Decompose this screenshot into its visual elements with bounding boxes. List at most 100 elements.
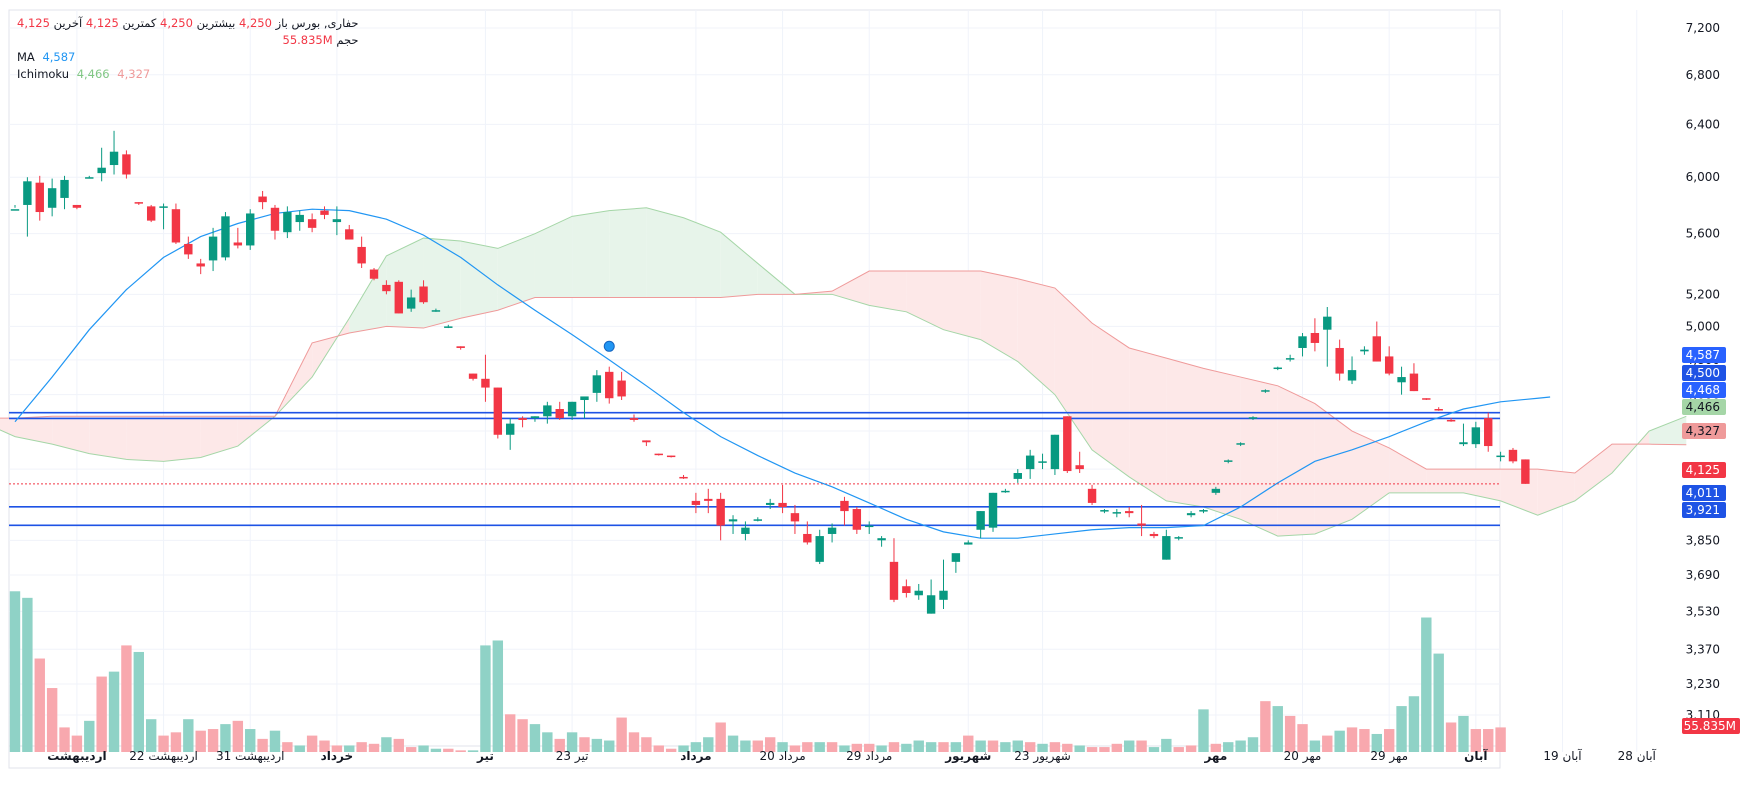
candle-body xyxy=(518,418,527,420)
candle-body xyxy=(1310,332,1320,343)
volume-bar xyxy=(1445,722,1457,752)
volume-bar xyxy=(1396,706,1407,752)
y-tick-label: 6,800 xyxy=(1686,68,1720,82)
candle-body xyxy=(926,595,936,614)
volume-bar xyxy=(764,737,776,752)
candle-body xyxy=(1347,370,1357,381)
candle-body xyxy=(1112,512,1122,514)
volume-bar xyxy=(690,742,702,752)
candles xyxy=(10,130,1530,614)
candle-body xyxy=(778,502,787,507)
volume-bar xyxy=(591,738,603,752)
candle-body xyxy=(1186,513,1196,516)
candle-body xyxy=(889,561,899,600)
candle-body xyxy=(1409,373,1419,392)
candle-body xyxy=(97,167,106,174)
candle-body xyxy=(109,151,119,166)
candle-body xyxy=(1125,511,1134,514)
candle-body xyxy=(233,242,243,246)
ichimoku-legend[interactable]: Ichimoku 4,466 4,327 xyxy=(17,66,359,83)
volume-bar xyxy=(1421,617,1432,752)
candle-body xyxy=(1248,417,1258,419)
candle-body xyxy=(196,263,205,267)
candle-body xyxy=(852,509,862,530)
candle-body xyxy=(1360,349,1369,352)
candle-body xyxy=(654,453,663,456)
candle-body xyxy=(964,542,973,545)
ma-legend[interactable]: MA 4,587 xyxy=(17,49,359,66)
volume-bar xyxy=(901,743,912,752)
volume-bar xyxy=(393,738,404,752)
candle-body xyxy=(221,216,230,258)
candle-body xyxy=(1087,488,1097,503)
volume-bar xyxy=(1284,715,1296,752)
candle-body xyxy=(1323,316,1332,330)
x-tick-label: شهریور xyxy=(944,749,991,764)
candle-body xyxy=(1285,358,1295,360)
candle-body xyxy=(827,527,837,534)
candle-body xyxy=(406,297,416,309)
open-label: باز xyxy=(275,16,288,30)
close-label: آخرین xyxy=(53,16,83,30)
cloud-segment xyxy=(572,210,610,298)
candle-body xyxy=(704,498,713,501)
volume-bar xyxy=(1371,733,1382,752)
volume-bar xyxy=(678,745,689,752)
candle-body xyxy=(357,246,366,264)
volume-bar xyxy=(963,735,974,752)
volume-bar xyxy=(1210,743,1222,752)
x-tick-label: 29 مرداد xyxy=(846,749,892,764)
volume-bar xyxy=(46,688,58,752)
cloud-segment xyxy=(1017,278,1055,395)
candle-body xyxy=(1162,536,1171,560)
candle-body xyxy=(1484,418,1493,447)
volume-bar xyxy=(740,740,751,752)
ichimoku-value-1: 4,466 xyxy=(76,67,110,81)
ichimoku-label: Ichimoku xyxy=(17,67,70,81)
volume-bar xyxy=(331,745,343,752)
volume-bar xyxy=(913,740,924,752)
cloud-segment xyxy=(1352,431,1390,520)
cloud-segment xyxy=(1054,288,1093,450)
volume-bar xyxy=(975,740,986,752)
x-tick-label: 20 مهر xyxy=(1284,749,1322,764)
candle-body xyxy=(803,533,812,543)
volume-bar xyxy=(641,737,652,752)
candle-body xyxy=(988,492,998,528)
volume-bar xyxy=(814,742,825,752)
candle-body xyxy=(1149,533,1159,537)
candle-body xyxy=(1335,347,1344,374)
x-tick-label: 19 آبان xyxy=(1543,748,1582,763)
candle-body xyxy=(171,209,181,243)
volume-bar xyxy=(777,742,788,752)
volume-bar xyxy=(34,658,45,752)
candle-body xyxy=(728,519,738,522)
x-tick-label: 28 آبان xyxy=(1618,748,1657,763)
cloud-segment xyxy=(52,416,90,454)
candle-body xyxy=(10,209,20,211)
candle-body xyxy=(679,476,688,479)
volume-bar xyxy=(245,729,256,752)
candle-body xyxy=(815,536,824,562)
candle-body xyxy=(332,219,342,223)
cloud-segment xyxy=(1166,358,1204,507)
volume-bar xyxy=(579,737,590,752)
candle-body xyxy=(1372,336,1381,362)
candle-body xyxy=(877,538,886,541)
candle-body xyxy=(1001,490,1010,493)
price-label-bg xyxy=(1682,399,1726,415)
ohlc-header[interactable]: حفاری, بورس باز 4,250 بیشترین 4,250 کمتر… xyxy=(17,15,359,32)
x-tick-label: 29 مهر xyxy=(1370,749,1408,764)
volume-bar xyxy=(1049,742,1061,752)
volume-bar xyxy=(938,742,949,752)
volume-bar xyxy=(876,745,887,752)
volume-bar xyxy=(319,740,330,752)
candle-body xyxy=(72,204,82,208)
candle-body xyxy=(1025,455,1035,470)
candle-body xyxy=(1508,449,1518,462)
candle-body xyxy=(1273,367,1282,370)
volume-legend[interactable]: حجم 55.835M xyxy=(17,32,359,49)
candle-body xyxy=(1211,488,1221,493)
